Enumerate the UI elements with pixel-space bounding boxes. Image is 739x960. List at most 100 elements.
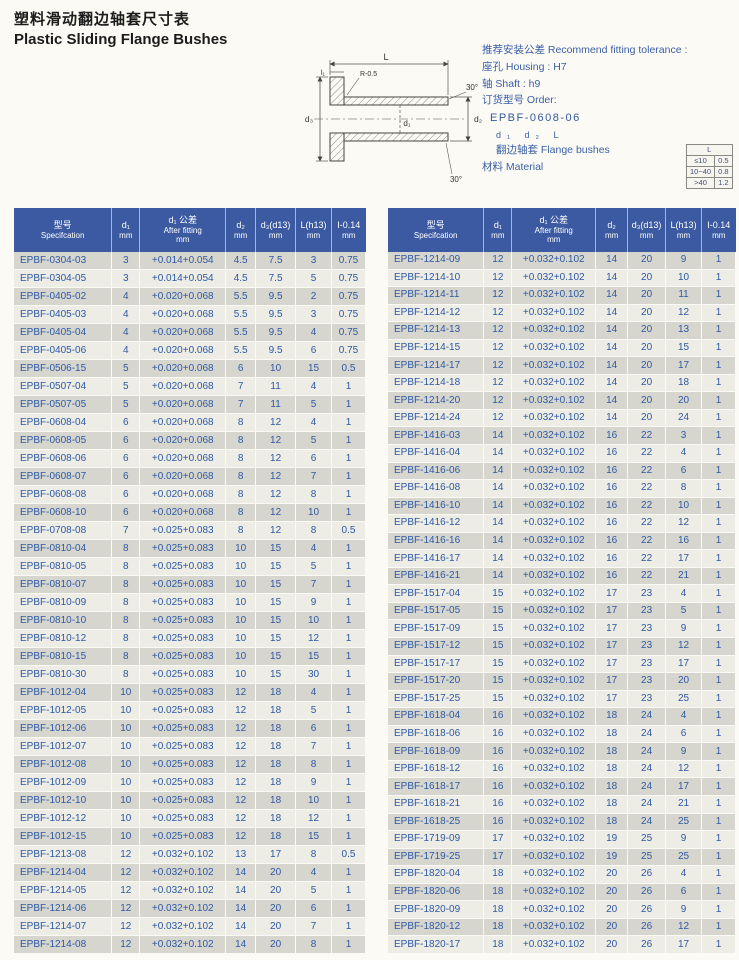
spec-cell: EPBF-1416-10 <box>388 497 485 516</box>
value-cell: 23 <box>627 619 667 639</box>
table-row: EPBF-1618-12 16 +0.032+0.102 18 24 12 1 <box>388 760 736 779</box>
table-row: EPBF-1214-08 12 +0.032+0.102 14 20 8 1 <box>14 935 366 954</box>
value-cell: 15 <box>483 584 513 603</box>
table-row: EPBF-1214-04 12 +0.032+0.102 14 20 4 1 <box>14 863 366 882</box>
spec-cell: EPBF-1213-08 <box>14 845 113 864</box>
value-cell: 11 <box>255 395 297 414</box>
value-cell: 9 <box>665 742 703 761</box>
value-cell: 1 <box>701 304 736 323</box>
value-cell: 9 <box>665 619 703 639</box>
value-cell: 16 <box>595 549 629 568</box>
value-cell: 23 <box>627 637 667 656</box>
value-cell: 6 <box>295 449 333 468</box>
table-row: EPBF-1719-25 17 +0.032+0.102 19 25 25 1 <box>388 848 736 867</box>
value-cell: 14 <box>595 304 629 323</box>
value-cell: +0.032+0.102 <box>511 567 597 586</box>
value-cell: +0.025+0.083 <box>139 719 227 738</box>
table-row: EPBF-1214-06 12 +0.032+0.102 14 20 6 1 <box>14 899 366 918</box>
value-cell: 21 <box>665 567 703 586</box>
value-cell: 18 <box>483 900 513 919</box>
value-cell: 1 <box>331 917 366 936</box>
value-cell: 10 <box>295 611 333 630</box>
spec-cell: EPBF-1012-07 <box>14 737 113 756</box>
spec-cell: EPBF-0608-10 <box>14 503 113 522</box>
spec-cell: ≤10 <box>685 155 716 167</box>
value-cell: 1 <box>331 593 366 612</box>
value-cell: 15 <box>483 602 513 621</box>
value-cell: 22 <box>627 514 667 533</box>
value-cell: +0.032+0.102 <box>139 917 227 936</box>
value-cell: 1 <box>331 647 366 666</box>
value-cell: 0.75 <box>331 341 366 360</box>
value-cell: 1 <box>701 637 736 656</box>
value-cell: 15 <box>295 647 333 666</box>
value-cell: 14 <box>225 863 257 882</box>
spec-cell: EPBF-1618-04 <box>388 707 485 726</box>
value-cell: 1 <box>331 629 366 648</box>
table-row: EPBF-0608-06 6 +0.020+0.068 8 12 6 1 <box>14 449 366 468</box>
value-cell: 8 <box>225 431 257 450</box>
value-cell: 20 <box>595 883 629 902</box>
value-cell: +0.025+0.083 <box>139 773 227 792</box>
page-header: 塑料滑动翻边轴套尺寸表 Plastic Sliding Flange Bushe… <box>14 8 227 48</box>
value-cell: +0.020+0.068 <box>139 323 227 342</box>
table-row: EPBF-1012-08 10 +0.025+0.083 12 18 8 1 <box>14 755 366 774</box>
value-cell: 1 <box>331 683 366 702</box>
shaft-line: 轴 Shaft : h9 <box>482 77 541 90</box>
value-cell: +0.032+0.102 <box>511 339 597 358</box>
value-cell: 12 <box>665 918 703 937</box>
value-cell: 20 <box>627 409 667 428</box>
value-cell: 1 <box>701 848 736 867</box>
value-cell: 15 <box>665 339 703 358</box>
table-row: EPBF-1517-09 15 +0.032+0.102 17 23 9 1 <box>388 619 736 639</box>
value-cell: 17 <box>665 935 703 954</box>
table-row: EPBF-1517-20 15 +0.032+0.102 17 23 20 1 <box>388 672 736 691</box>
value-cell: 20 <box>595 918 629 937</box>
value-cell: 26 <box>627 865 667 884</box>
value-cell: +0.032+0.102 <box>511 725 597 744</box>
spec-cell: EPBF-1820-04 <box>388 865 485 884</box>
value-cell: 12 <box>225 719 257 738</box>
value-cell: 16 <box>483 725 513 744</box>
spec-cell: EPBF-1012-12 <box>14 809 113 828</box>
value-cell: +0.032+0.102 <box>511 374 597 393</box>
spec-cell: EPBF-1012-10 <box>14 791 113 810</box>
value-cell: 18 <box>483 865 513 884</box>
spec-cell: EPBF-1214-18 <box>388 374 485 393</box>
value-cell: 19 <box>595 848 629 867</box>
value-cell: 8 <box>111 647 141 666</box>
value-cell: 12 <box>665 760 703 779</box>
spec-cell: EPBF-0405-06 <box>14 341 113 360</box>
value-cell: 16 <box>483 760 513 779</box>
value-cell: 4 <box>665 584 703 603</box>
value-cell: 12 <box>225 773 257 792</box>
value-cell: 3 <box>295 305 333 324</box>
value-cell: 14 <box>483 532 513 551</box>
value-cell: 8 <box>295 845 333 864</box>
value-cell: 16 <box>483 777 513 796</box>
col-d3: d₃(d13) mm <box>255 208 297 252</box>
value-cell: 14 <box>483 549 513 568</box>
spec-cell: EPBF-1012-04 <box>14 683 113 702</box>
value-cell: 4 <box>111 323 141 342</box>
value-cell: 23 <box>627 655 667 674</box>
value-cell: 10 <box>665 497 703 516</box>
value-cell: 14 <box>225 881 257 900</box>
value-cell: 12 <box>483 374 513 393</box>
value-cell: 15 <box>483 655 513 674</box>
col-I: I-0.14 mm <box>701 208 736 252</box>
value-cell: 1 <box>331 377 366 396</box>
value-cell: 10 <box>111 791 141 810</box>
table-row: EPBF-1820-09 18 +0.032+0.102 20 26 9 1 <box>388 900 736 919</box>
value-cell: 1 <box>331 719 366 738</box>
value-cell: 1 <box>701 900 736 919</box>
value-cell: 8 <box>111 575 141 594</box>
value-cell: 10 <box>111 827 141 846</box>
table-row: EPBF-0810-07 8 +0.025+0.083 10 15 7 1 <box>14 575 366 594</box>
col-spec: 型号 Specifcation <box>388 208 485 252</box>
table-row: EPBF-1416-04 14 +0.032+0.102 16 22 4 1 <box>388 444 736 463</box>
table-row: EPBF-1618-21 16 +0.032+0.102 18 24 21 1 <box>388 795 736 814</box>
value-cell: 0.75 <box>331 269 366 288</box>
col-d1-tolerance: d₁ 公差 After fitting mm <box>139 208 227 252</box>
value-cell: 1 <box>701 514 736 533</box>
